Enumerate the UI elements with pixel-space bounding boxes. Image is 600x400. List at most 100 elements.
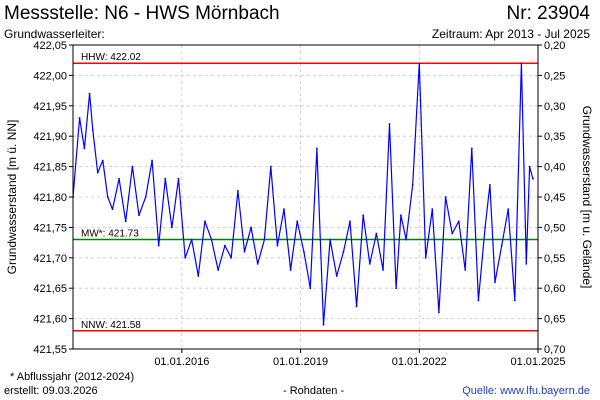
plot-frame: [72, 44, 539, 350]
y2-tick-label: 0,25: [544, 70, 565, 82]
reference-label-high: HHW: 422.02: [81, 52, 141, 63]
x-tick-label: 01.01.2022: [392, 356, 447, 368]
data-point: [138, 214, 140, 217]
data-point: [477, 299, 480, 302]
data-point: [437, 311, 440, 314]
y-tick-label: 421,55: [33, 344, 67, 356]
y2-tick-label: 0,60: [544, 283, 565, 295]
y2-tick-label: 0,70: [544, 344, 565, 356]
data-point: [457, 220, 460, 223]
y2-tick-label: 0,50: [544, 222, 565, 234]
x-tick-label: 01.01.2019: [273, 356, 328, 368]
data-point: [484, 226, 487, 229]
station-number: Nr: 23904: [506, 3, 590, 24]
data-point: [151, 159, 153, 162]
data-point: [230, 256, 233, 259]
data-point: [296, 220, 299, 223]
page-title: Messstelle: N6 - HWS Mörnbach: [4, 3, 280, 24]
data-point: [263, 238, 266, 241]
y-tick-label: 421,85: [33, 162, 67, 174]
data-point: [101, 159, 104, 162]
data-point: [464, 269, 467, 271]
y-tick-label: 421,80: [33, 192, 67, 204]
data-point: [111, 208, 114, 211]
x-tick-label: 01.01.2016: [154, 356, 209, 368]
y-axis-title: Grundwasserstand [m ü. NN]: [5, 120, 19, 275]
y-tick-label: 421,65: [33, 283, 67, 295]
data-point: [236, 190, 239, 192]
data-point: [170, 226, 173, 229]
data-point: [424, 256, 427, 259]
y-tick-label: 422,00: [33, 70, 67, 82]
data-point: [131, 165, 134, 168]
y2-tick-label: 0,65: [544, 314, 565, 326]
data-point: [451, 232, 454, 235]
data-point: [144, 196, 147, 198]
y2-tick-label: 0,45: [544, 192, 565, 204]
y2-tick-label: 0,55: [544, 253, 565, 265]
data-point: [489, 183, 491, 186]
data-point: [520, 62, 523, 65]
data-point: [507, 208, 510, 211]
data-point: [500, 244, 503, 247]
data-point: [118, 177, 121, 180]
y2-tick-label: 0,20: [544, 40, 565, 52]
data-point: [431, 208, 434, 211]
data-point: [124, 220, 127, 223]
data-point: [532, 177, 534, 180]
data-point: [106, 196, 109, 198]
data-point: [382, 269, 385, 271]
x-tick-label: 01.01.2025: [510, 356, 565, 368]
reference-label-mean: MW*: 421.73: [81, 229, 139, 240]
data-point: [470, 147, 473, 150]
data-point: [256, 262, 259, 265]
y-tick-label: 421,75: [33, 222, 67, 234]
grid: [73, 44, 539, 350]
y2-tick-label: 0,35: [544, 131, 565, 143]
y2-axis-title: Grundwasserstand [m u. Gelände]: [580, 106, 594, 289]
data-point: [349, 220, 351, 223]
data-point: [342, 250, 345, 253]
source-link[interactable]: Quelle: www.lfu.bayern.de: [462, 385, 590, 397]
y-tick-label: 421,70: [33, 253, 67, 265]
data-point: [210, 238, 213, 241]
series-line: [72, 62, 534, 326]
data-point: [276, 244, 279, 247]
data-point: [197, 275, 200, 277]
y-tick-label: 421,95: [33, 101, 67, 113]
data-point: [190, 238, 193, 241]
data-point: [525, 262, 528, 265]
data-point: [96, 171, 99, 174]
data-point: [91, 129, 94, 132]
data-point: [243, 250, 246, 253]
data-point: [303, 250, 305, 253]
data-point: [83, 147, 86, 150]
y-tick-label: 422,05: [33, 40, 67, 52]
created-date: erstellt: 09.03.2026: [4, 385, 98, 397]
data-point: [405, 238, 407, 241]
data-point: [283, 208, 285, 211]
data-point: [78, 117, 81, 119]
data-point: [368, 262, 371, 265]
y2-tick-label: 0,40: [544, 162, 565, 174]
data-point: [513, 299, 516, 302]
data-point: [250, 226, 252, 229]
data-point: [335, 275, 338, 277]
data-point: [322, 323, 325, 326]
y-tick-label: 421,90: [33, 131, 67, 143]
data-point: [388, 123, 391, 125]
y2-tick-label: 0,30: [544, 101, 565, 113]
data-point: [88, 92, 91, 95]
data-point: [316, 147, 318, 150]
reference-label-low: NNW: 421.58: [81, 320, 141, 331]
data-point: [309, 287, 312, 290]
footnote: * Abflussjahr (2012-2024): [10, 371, 135, 383]
aquifer-label: Grundwasserleiter:: [4, 27, 105, 41]
data-point: [223, 244, 226, 247]
period-label: Zeitraum: Apr 2013 - Jul 2025: [431, 27, 590, 41]
data-point: [395, 287, 398, 290]
data-point: [157, 244, 160, 247]
data-point: [269, 165, 272, 168]
data-point: [217, 269, 220, 271]
data-point: [418, 62, 421, 65]
